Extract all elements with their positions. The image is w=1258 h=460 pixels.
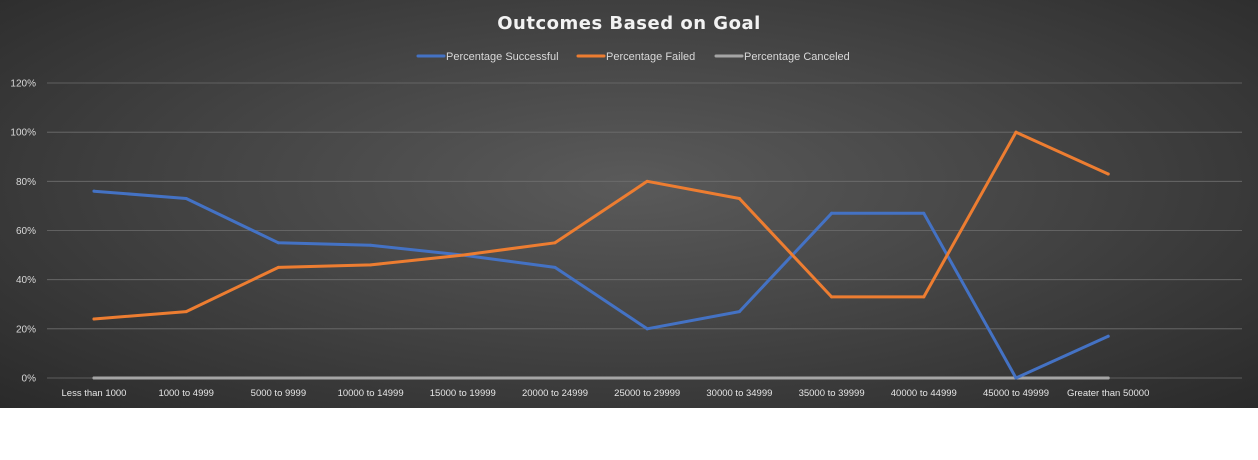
chart-area: Outcomes Based on Goal Percentage Succes… (0, 0, 1258, 408)
data-point (737, 310, 741, 314)
data-point (830, 211, 834, 215)
gridlines (47, 82, 1242, 379)
x-category-label: 10000 to 14999 (338, 388, 404, 399)
data-point (1106, 334, 1110, 338)
data-point (276, 376, 280, 380)
data-point (276, 265, 280, 269)
x-category-label: 30000 to 34999 (706, 388, 772, 399)
series-line-percentage-failed (92, 130, 1110, 321)
data-point (369, 243, 373, 247)
data-point (1014, 376, 1018, 380)
y-tick-label: 80% (16, 177, 36, 188)
legend: Percentage Successful Percentage Failed Pe… (416, 51, 850, 63)
data-point (737, 376, 741, 380)
data-point (1106, 376, 1110, 380)
data-point (369, 376, 373, 380)
data-point (830, 295, 834, 299)
y-axis-ticks: 0% 20% 40% 60% 80% 100% 120% (10, 79, 36, 385)
x-category-label: 45000 to 49999 (983, 388, 1049, 399)
data-point (92, 376, 96, 380)
x-category-label: 40000 to 44999 (891, 388, 957, 399)
data-point (922, 211, 926, 215)
x-category-label: Less than 1000 (62, 388, 127, 399)
data-point (645, 179, 649, 183)
data-point (922, 376, 926, 380)
data-point (92, 189, 96, 193)
chart-title: Outcomes Based on Goal (497, 13, 761, 34)
y-tick-label: 120% (10, 79, 36, 90)
y-tick-label: 60% (16, 226, 36, 237)
legend-label: Percentage Canceled (744, 51, 850, 63)
x-category-label: 35000 to 39999 (799, 388, 865, 399)
data-point (645, 376, 649, 380)
x-category-label: 1000 to 4999 (158, 388, 213, 399)
data-point (369, 263, 373, 267)
data-point (922, 295, 926, 299)
legend-label: Percentage Successful (446, 51, 559, 63)
line-chart: Outcomes Based on Goal Percentage Succes… (10, 13, 1242, 399)
data-point (461, 376, 465, 380)
y-tick-label: 0% (22, 374, 37, 385)
data-point (184, 197, 188, 201)
y-tick-label: 20% (16, 324, 36, 335)
series-lines (92, 130, 1110, 380)
x-category-label: 15000 to 19999 (430, 388, 496, 399)
x-category-label: 20000 to 24999 (522, 388, 588, 399)
data-point (737, 197, 741, 201)
x-axis-categories: Less than 1000 1000 to 4999 5000 to 9999 10… (62, 388, 1150, 399)
data-point (553, 376, 557, 380)
data-point (830, 376, 834, 380)
legend-label: Percentage Failed (606, 51, 695, 63)
data-point (553, 241, 557, 245)
x-category-label: 25000 to 29999 (614, 388, 680, 399)
data-point (184, 310, 188, 314)
data-point (645, 327, 649, 331)
y-tick-label: 100% (10, 128, 36, 139)
data-point (553, 265, 557, 269)
data-point (1106, 172, 1110, 176)
data-point (461, 253, 465, 257)
data-point (92, 317, 96, 321)
x-category-label: 5000 to 9999 (251, 388, 306, 399)
data-point (184, 376, 188, 380)
x-category-label: Greater than 50000 (1067, 388, 1149, 399)
data-point (276, 241, 280, 245)
series-line-percentage-successful (92, 189, 1110, 380)
data-point (1014, 130, 1018, 134)
y-tick-label: 40% (16, 275, 36, 286)
